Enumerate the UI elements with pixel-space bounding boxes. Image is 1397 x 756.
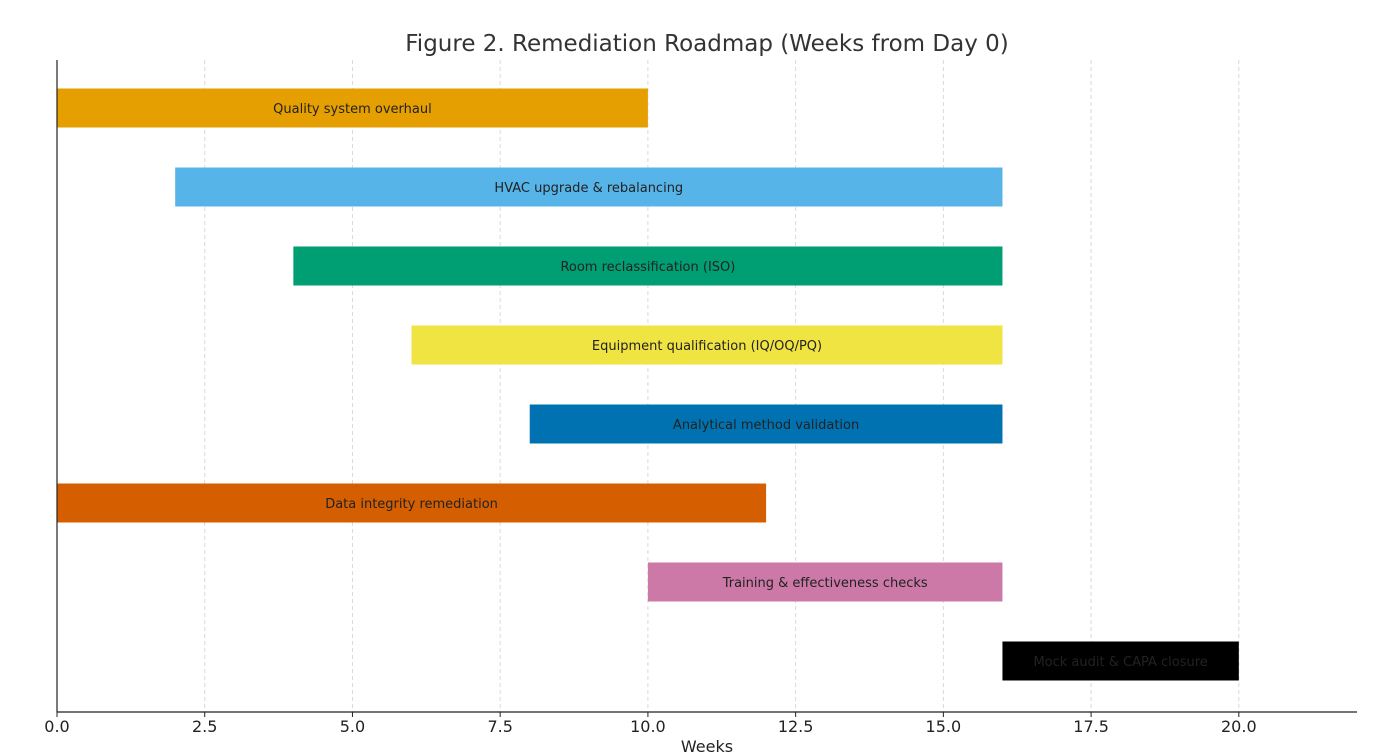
x-tick-label: 12.5 — [778, 717, 814, 736]
x-tick-label: 15.0 — [926, 717, 962, 736]
task-bars: Quality system overhaul HVAC upgrade & re… — [57, 88, 1239, 681]
grid-lines — [204, 60, 1240, 712]
task-bar — [57, 88, 648, 128]
x-tick-label: 0.0 — [44, 717, 69, 736]
x-tick-label: 2.5 — [192, 717, 217, 736]
task-bar-label: Room reclassification (ISO) — [560, 260, 735, 275]
x-tick-label: 5.0 — [340, 717, 365, 736]
task-bar-label: Equipment qualification (IQ/OQ/PQ) — [592, 339, 822, 354]
chart-title: Figure 2. Remediation Roadmap (Weeks fro… — [405, 31, 1008, 57]
x-axis-label: Weeks — [681, 737, 733, 756]
task-bar-label: Mock audit & CAPA closure — [1033, 655, 1207, 670]
x-tick-label: 20.0 — [1221, 717, 1257, 736]
task-bar-label: Data integrity remediation — [325, 497, 498, 512]
task-bar — [293, 246, 1003, 286]
task-bar — [647, 562, 1003, 602]
task-bar-label: Analytical method validation — [673, 418, 859, 433]
task-bar — [1002, 641, 1239, 681]
task-bar-label: HVAC upgrade & rebalancing — [494, 181, 683, 196]
task-bar — [529, 404, 1003, 444]
task-bar — [175, 167, 1003, 207]
task-bar-label: Quality system overhaul — [273, 102, 432, 117]
task-bar — [411, 325, 1003, 365]
axes — [56, 60, 1357, 713]
x-tick-label: 17.5 — [1073, 717, 1109, 736]
x-ticks: 0.0 2.5 5.0 7.5 10.0 12.5 15.0 17.5 20.0 — [44, 712, 1257, 736]
task-bar-label: Training & effectiveness checks — [722, 576, 928, 591]
x-tick-label: 10.0 — [630, 717, 666, 736]
x-tick-label: 7.5 — [487, 717, 512, 736]
task-bar — [57, 483, 767, 523]
